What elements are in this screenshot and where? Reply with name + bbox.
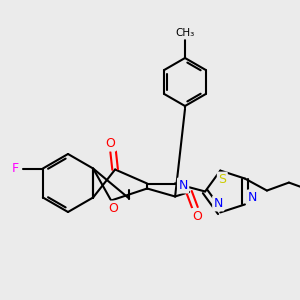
- Text: N: N: [178, 179, 188, 192]
- Text: S: S: [218, 173, 226, 186]
- Text: O: O: [108, 202, 118, 215]
- Text: F: F: [11, 162, 18, 175]
- Text: CH₃: CH₃: [176, 28, 195, 38]
- Text: O: O: [192, 209, 202, 223]
- Text: N: N: [248, 191, 258, 204]
- Text: O: O: [105, 137, 115, 150]
- Text: N: N: [214, 197, 223, 210]
